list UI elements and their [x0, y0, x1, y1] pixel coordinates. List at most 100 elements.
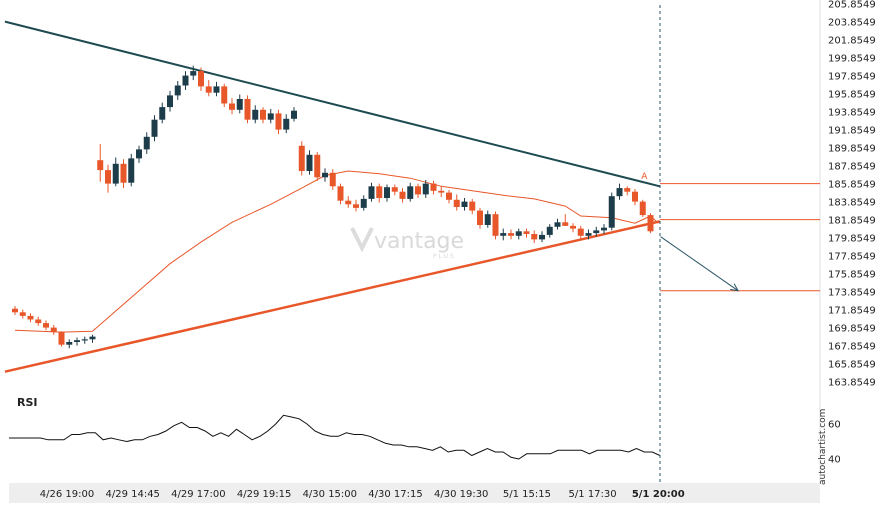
y-tick-label: 205.8549 [828, 0, 876, 11]
y-tick-label: 163.8549 [828, 378, 876, 389]
candle-body [554, 222, 561, 227]
candle-body [453, 199, 460, 207]
moving-average [14, 170, 659, 333]
forecast-arrow-head [730, 283, 740, 292]
rsi-panel: RSI 60 40 [9, 396, 841, 466]
y-tick-label: 191.8549 [828, 126, 876, 137]
candle-body [360, 198, 367, 208]
candle-body [50, 327, 57, 333]
candle-body [438, 190, 445, 193]
candle-body [58, 332, 65, 345]
candle-body [531, 233, 538, 240]
candle-body [205, 86, 212, 93]
candle-body [484, 214, 491, 225]
y-tick-label: 195.8549 [828, 90, 876, 101]
x-tick-label: 4/29 14:45 [105, 489, 159, 500]
candle-body [353, 204, 359, 208]
candle-body [120, 163, 127, 183]
candle-body [314, 154, 321, 178]
candle-body [306, 154, 313, 171]
y-tick-label: 179.8549 [828, 234, 876, 245]
y-tick-label: 193.8549 [828, 108, 876, 119]
candle-body [639, 201, 646, 216]
candle-body [647, 215, 654, 232]
candle-body [74, 340, 80, 342]
candle-body [298, 145, 305, 171]
candle-body [322, 172, 328, 178]
candle-body [221, 86, 228, 104]
candle-body [562, 222, 569, 226]
pattern-lines: A [4, 20, 661, 373]
candle-body [477, 210, 483, 225]
candlesticks [12, 65, 654, 349]
candle-body [105, 170, 111, 184]
y-tick-label: 189.8549 [828, 144, 876, 155]
candle-body [143, 136, 150, 150]
candle-body [267, 113, 274, 120]
candle-body [515, 231, 522, 236]
y-tick-label: 185.8549 [828, 180, 876, 191]
candle-body [229, 103, 235, 110]
moving-average-line [14, 170, 659, 333]
candle-body [368, 186, 375, 199]
candle-body [43, 323, 49, 328]
candle-body [345, 200, 352, 205]
forecast-arrow [660, 236, 739, 292]
x-tick-label: 5/1 17:30 [569, 489, 617, 500]
y-tick-label: 169.8549 [828, 324, 876, 335]
x-tick-label: 4/29 17:00 [171, 489, 225, 500]
y-tick-label: 175.8549 [828, 270, 876, 281]
candle-body [616, 188, 623, 197]
candle-body [601, 227, 607, 231]
candle-body [112, 163, 119, 184]
candle-body [608, 196, 615, 228]
y-tick-label: 203.8549 [828, 18, 876, 29]
candle-body [81, 339, 88, 341]
y-tick-label: 171.8549 [828, 306, 876, 317]
x-tick-label: 5/1 15:15 [503, 489, 551, 500]
candle-body [539, 234, 545, 240]
candle-body [66, 341, 73, 345]
candle-body [376, 186, 383, 198]
y-axis-band [820, 0, 887, 505]
price-levels [660, 183, 820, 292]
rsi-tick-label: 40 [828, 455, 841, 466]
x-tick-label: 5/1 20:00 [632, 489, 685, 500]
support-line [4, 220, 661, 373]
candle-body [35, 319, 42, 324]
pattern-label: A [641, 172, 648, 182]
candle-body [283, 118, 290, 130]
y-tick-label: 173.8549 [828, 288, 876, 299]
candle-body [632, 191, 638, 202]
candle-body [236, 98, 243, 110]
candle-body [384, 187, 390, 198]
y-tick-label: 197.8549 [828, 72, 876, 83]
candle-body [213, 86, 220, 93]
candle-body [244, 98, 251, 120]
candle-body [128, 158, 135, 183]
candle-body [407, 186, 414, 199]
candle-body [508, 233, 514, 236]
candle-body [174, 85, 181, 96]
x-tick-label: 4/30 15:00 [303, 489, 357, 500]
candle-body [190, 71, 197, 76]
candle-body [198, 71, 204, 87]
watermark-text: vantage [374, 229, 464, 254]
x-tick-label: 4/30 19:30 [434, 489, 488, 500]
x-axis-band [9, 483, 820, 503]
candle-body [430, 183, 437, 191]
candle-body [469, 201, 476, 211]
candle-body [182, 75, 189, 86]
candle-body [159, 107, 166, 120]
candle-body [523, 231, 530, 234]
candle-body [167, 95, 173, 108]
candle-body [291, 110, 297, 119]
rsi-label: RSI [17, 396, 38, 409]
x-tick-label: 4/30 17:15 [368, 489, 422, 500]
candle-body [570, 225, 576, 229]
y-tick-label: 167.8549 [828, 342, 876, 353]
y-tick-label: 187.8549 [828, 162, 876, 173]
candle-body [89, 336, 96, 340]
